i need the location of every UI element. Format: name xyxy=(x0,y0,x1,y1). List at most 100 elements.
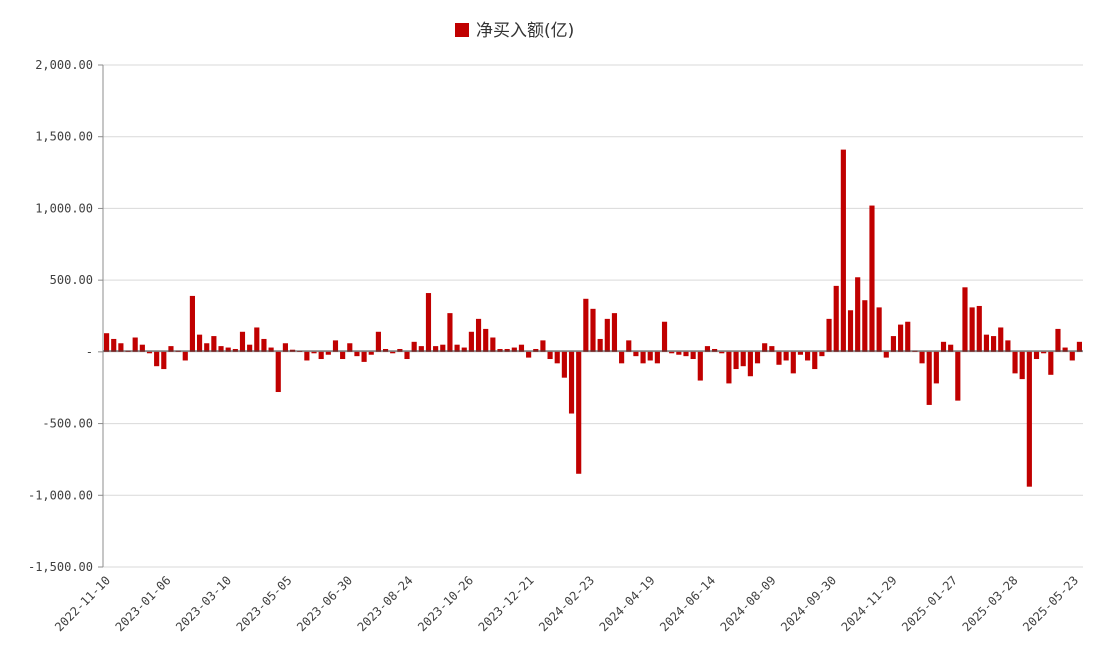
x-tick-label: 2022-11-10 xyxy=(52,573,113,634)
bar xyxy=(1033,351,1040,360)
bar xyxy=(597,338,603,352)
bar xyxy=(805,351,811,361)
bar xyxy=(647,351,653,361)
y-axis-ticks: 2,000.00 1,500.00 1,000.00 500.00 - -500.00 -1… xyxy=(28,58,103,574)
bar xyxy=(518,344,525,352)
bar xyxy=(1055,328,1061,352)
bar xyxy=(976,305,982,352)
bar xyxy=(683,351,689,357)
bar xyxy=(619,351,625,364)
bar xyxy=(740,351,746,367)
bar xyxy=(783,351,789,361)
x-tick-label: 2023-08-24 xyxy=(355,573,416,634)
bar xyxy=(733,351,739,370)
legend: 净买入额(亿) xyxy=(455,21,574,41)
bar xyxy=(1019,351,1025,380)
bar xyxy=(218,346,224,352)
bar xyxy=(475,318,482,352)
bar xyxy=(1048,351,1054,375)
bar xyxy=(812,351,818,370)
y-tick-label: -1,000.00 xyxy=(28,488,93,502)
bar xyxy=(704,346,711,352)
bar xyxy=(769,346,775,352)
x-tick-label: 2024-06-14 xyxy=(657,573,718,634)
bar xyxy=(204,343,210,352)
bar xyxy=(611,313,618,352)
bar xyxy=(626,340,632,352)
bar xyxy=(490,337,496,352)
bar xyxy=(1026,351,1032,487)
bar xyxy=(332,340,339,352)
bar xyxy=(196,334,203,352)
bar xyxy=(268,347,274,352)
bar xyxy=(239,331,246,352)
bar xyxy=(447,313,453,352)
bar xyxy=(304,351,310,361)
bar xyxy=(568,351,575,414)
bar xyxy=(905,321,911,352)
bar xyxy=(254,327,260,352)
y-tick-label: 2,000.00 xyxy=(35,58,93,72)
bar xyxy=(604,318,610,352)
bar xyxy=(561,351,567,378)
bar xyxy=(583,298,589,352)
bar xyxy=(504,348,510,352)
bar xyxy=(533,348,539,352)
bar xyxy=(375,331,381,352)
bar xyxy=(511,347,517,352)
bar xyxy=(955,351,961,401)
bar xyxy=(232,348,238,352)
x-tick-label: 2024-09-30 xyxy=(778,573,839,634)
x-tick-label: 2023-06-30 xyxy=(294,573,355,634)
bar xyxy=(282,343,288,352)
bar xyxy=(347,343,353,352)
bar xyxy=(833,285,839,352)
bar xyxy=(497,348,503,352)
x-axis-ticks: 2022-11-10 2023-01-06 2023-03-10 2023-05-05… xyxy=(52,573,1081,634)
bar xyxy=(576,351,582,474)
bar xyxy=(719,351,725,354)
bar xyxy=(697,351,703,381)
bar xyxy=(139,344,145,352)
bar xyxy=(382,348,389,352)
bar xyxy=(633,351,639,357)
bar xyxy=(189,295,195,352)
bar xyxy=(454,344,460,352)
bar xyxy=(368,351,374,355)
bar xyxy=(547,351,553,360)
bar xyxy=(1069,351,1075,361)
bar xyxy=(440,344,446,352)
x-tick-label: 2025-01-27 xyxy=(899,573,960,634)
bar xyxy=(676,351,682,355)
bar xyxy=(404,351,410,360)
bar xyxy=(826,318,832,352)
y-tick-label: -500.00 xyxy=(42,417,93,431)
bar xyxy=(311,351,317,354)
bar xyxy=(819,351,825,357)
x-tick-label: 2023-12-21 xyxy=(476,573,537,634)
bar xyxy=(862,300,868,352)
bar xyxy=(840,149,846,352)
bar xyxy=(754,351,761,364)
bar xyxy=(991,336,997,352)
bar xyxy=(118,343,124,352)
bar xyxy=(132,337,138,352)
bar xyxy=(747,351,753,377)
bar xyxy=(869,205,875,352)
bar xyxy=(969,307,975,352)
bar xyxy=(425,293,432,352)
y-tick-label: - xyxy=(86,345,93,359)
bar xyxy=(390,351,396,354)
bar xyxy=(690,351,696,360)
bar xyxy=(211,336,217,352)
x-tick-label: 2024-02-23 xyxy=(536,573,597,634)
bar xyxy=(640,351,646,364)
bar xyxy=(712,348,718,352)
bar xyxy=(876,307,882,352)
bar xyxy=(247,344,253,352)
x-tick-label: 2024-08-09 xyxy=(718,573,779,634)
bar xyxy=(161,351,167,370)
bar xyxy=(1076,341,1082,352)
bar xyxy=(883,351,889,358)
bar xyxy=(669,351,675,354)
